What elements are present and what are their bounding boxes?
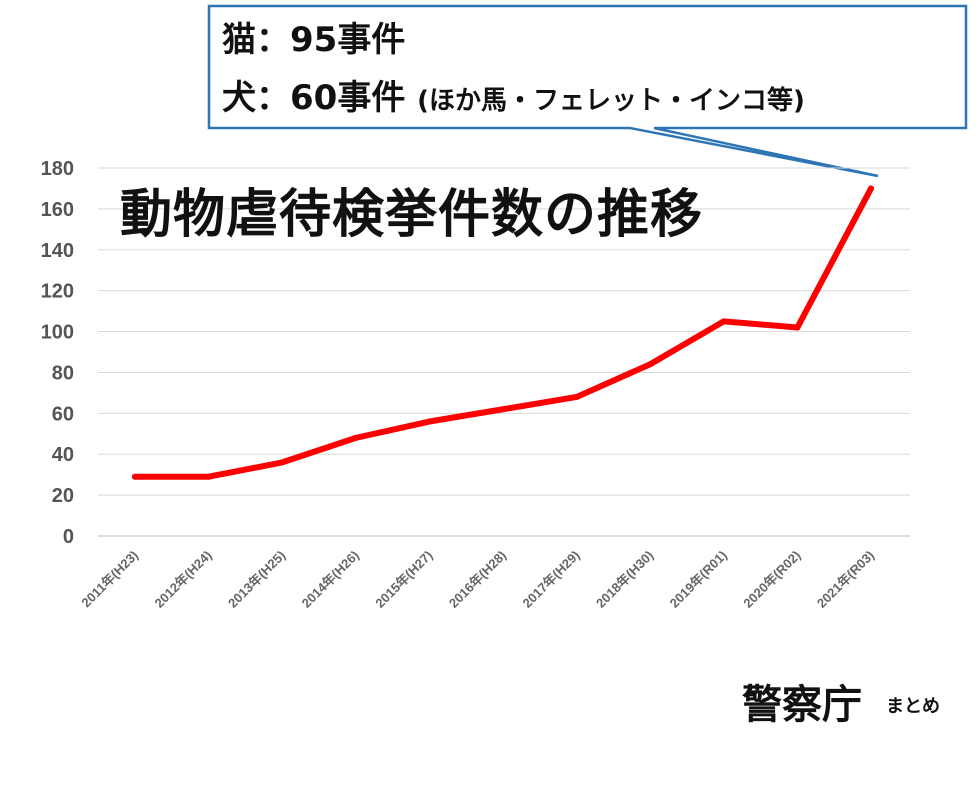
callout-dogs-main: 犬：60事件	[222, 78, 406, 118]
data-point	[426, 418, 433, 425]
y-axis-ticks: 0 20 40 60 80 100 120 140 160 180	[41, 158, 74, 548]
data-point	[720, 318, 727, 325]
y-tick-label: 180	[41, 158, 74, 180]
source-label: 警察庁	[742, 682, 862, 728]
y-tick-label: 0	[63, 526, 74, 548]
x-tick-label: 2018年(H30)	[593, 548, 656, 611]
y-tick-label: 100	[41, 322, 74, 344]
data-point	[647, 361, 654, 368]
callout-cats-line: 猫：95事件	[222, 20, 406, 60]
chart-title: 動物虐待検挙件数の推移	[120, 185, 704, 245]
data-point	[573, 393, 580, 400]
x-tick-label: 2016年(H28)	[446, 548, 509, 611]
y-tick-label: 20	[52, 485, 74, 507]
series-layer	[132, 185, 874, 480]
x-tick-label: 2014年(H26)	[299, 548, 362, 611]
callout-box	[207, 4, 968, 178]
data-point	[279, 459, 286, 466]
data-point	[352, 434, 359, 441]
source-suffix: まとめ	[886, 696, 940, 717]
gridlines	[98, 167, 910, 537]
x-tick-label: 2020年(R02)	[740, 548, 803, 611]
callout-others: (ほか馬・フェレット・インコ等)	[417, 86, 805, 116]
data-point	[868, 185, 874, 192]
x-tick-label: 2012年(H24)	[151, 548, 214, 611]
data-point	[205, 473, 212, 480]
x-tick-label: 2015年(H27)	[372, 548, 435, 611]
data-point	[132, 473, 138, 480]
x-tick-label: 2017年(H29)	[519, 548, 582, 611]
x-axis-ticks: 2011年(H23) 2012年(H24) 2013年(H25) 2014年(H26)…	[78, 548, 877, 611]
y-tick-label: 60	[52, 403, 74, 425]
x-tick-label: 2013年(H25)	[225, 548, 288, 611]
y-tick-label: 40	[52, 444, 74, 466]
y-tick-label: 120	[41, 281, 74, 303]
y-tick-label: 80	[52, 362, 74, 384]
x-tick-label: 2011年(H23)	[78, 548, 141, 611]
x-tick-label: 2019年(R01)	[667, 548, 730, 611]
y-tick-label: 160	[41, 199, 74, 221]
data-point	[794, 324, 801, 331]
callout-dogs-line: 犬：60事件 (ほか馬・フェレット・インコ等)	[222, 70, 805, 119]
y-tick-label: 140	[41, 240, 74, 262]
x-tick-label: 2021年(R03)	[814, 548, 877, 611]
data-point	[500, 406, 506, 413]
